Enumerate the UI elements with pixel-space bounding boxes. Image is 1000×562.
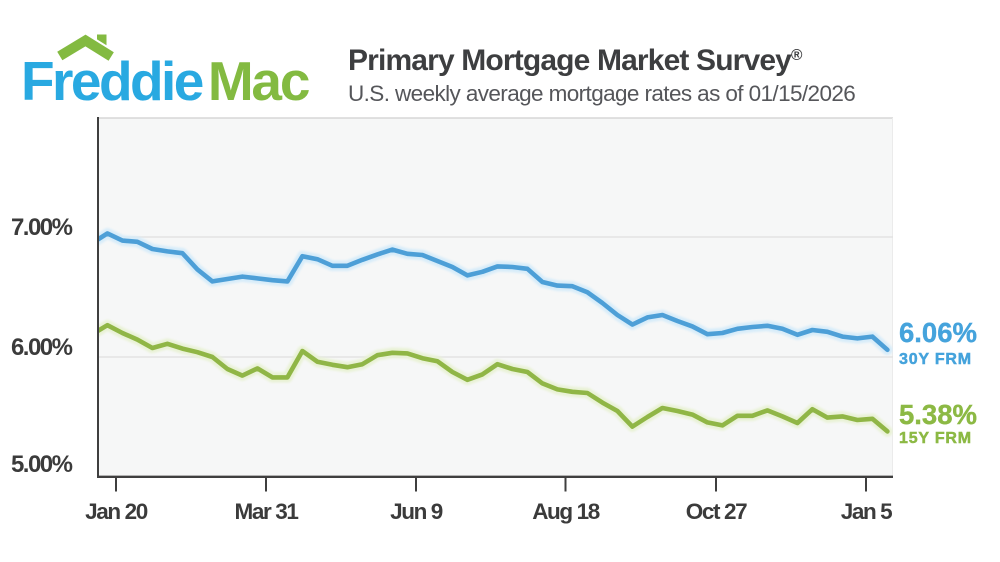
svg-text:15Y FRM: 15Y FRM	[899, 430, 972, 447]
svg-text:30Y FRM: 30Y FRM	[899, 351, 972, 368]
svg-text:Jan 5: Jan 5	[841, 499, 892, 524]
svg-text:Aug 18: Aug 18	[532, 499, 600, 524]
svg-text:7.00%: 7.00%	[11, 214, 73, 241]
svg-text:Jan 20: Jan 20	[85, 499, 148, 524]
svg-text:5.38%: 5.38%	[899, 399, 977, 430]
svg-text:6.06%: 6.06%	[899, 317, 977, 348]
svg-text:Jun 9: Jun 9	[390, 499, 443, 524]
svg-text:5.00%: 5.00%	[11, 451, 73, 478]
svg-text:Oct 27: Oct 27	[686, 499, 747, 524]
svg-text:6.00%: 6.00%	[11, 334, 73, 361]
svg-text:Mar 31: Mar 31	[235, 499, 299, 524]
